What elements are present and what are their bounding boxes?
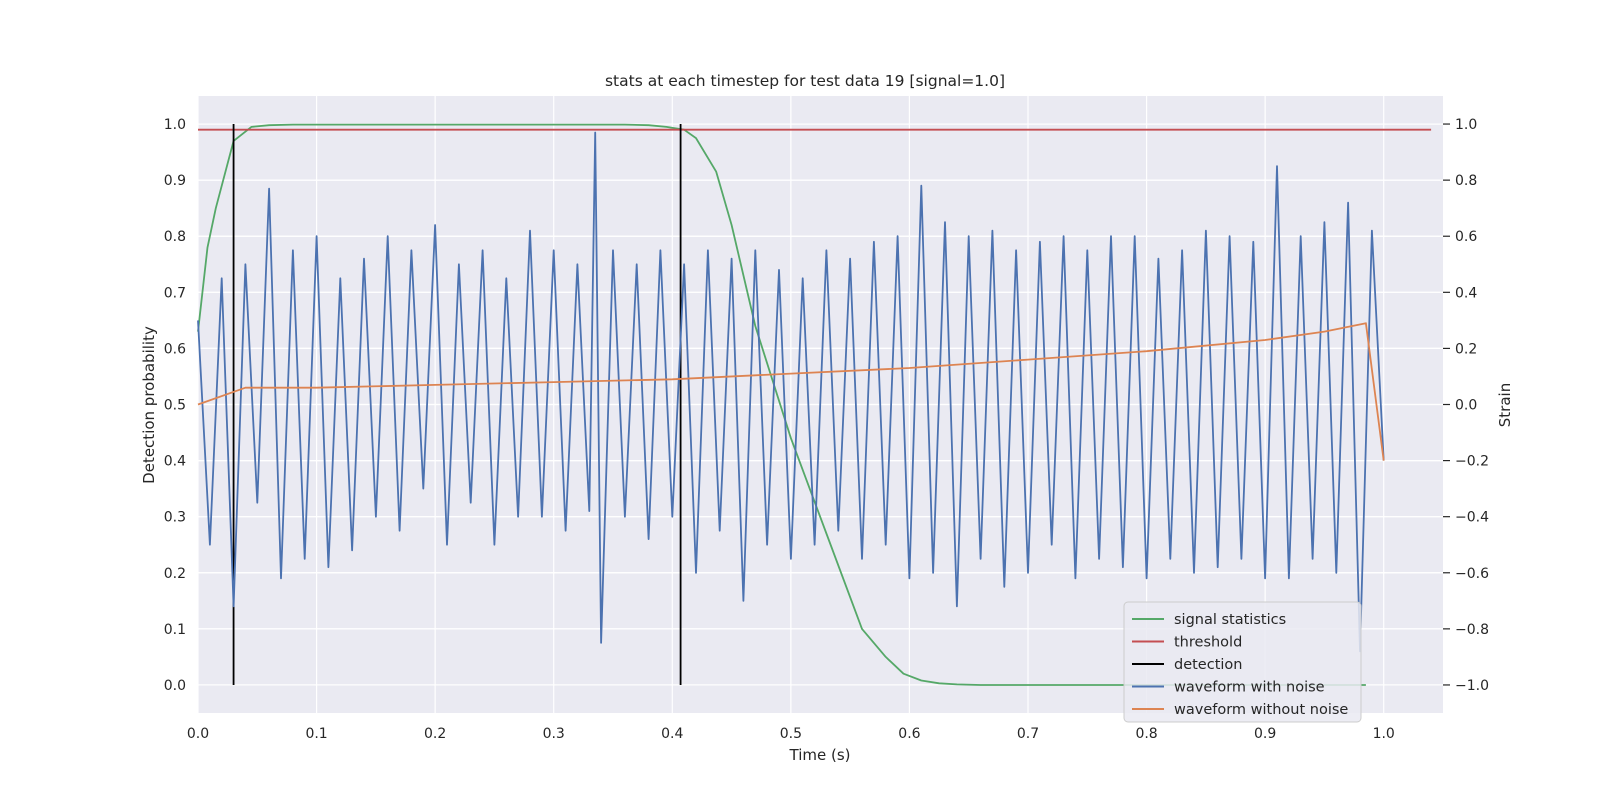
- y-tick-label: 0.9: [164, 173, 186, 189]
- y2-tick-label: 0.6: [1455, 229, 1477, 245]
- y2-tick-label: −0.2: [1455, 454, 1489, 470]
- chart-title: stats at each timestep for test data 19 …: [605, 72, 1005, 90]
- y-tick-label: 0.2: [164, 566, 186, 582]
- waveform-without-noise-line: [197, 322, 1385, 461]
- y2-tick-label: 0.8: [1455, 173, 1477, 189]
- waveform-with-noise-line: [197, 131, 1385, 653]
- y2-tick-label: −0.4: [1455, 510, 1489, 526]
- y2-tick-label: 1.0: [1455, 117, 1477, 133]
- legend-label: detection: [1174, 657, 1242, 673]
- x-tick-label: 0.4: [661, 726, 683, 742]
- y2-tick-label: −0.6: [1455, 566, 1489, 582]
- x-tick-label: 0.3: [543, 726, 565, 742]
- y-tick-label: 0.3: [164, 510, 186, 526]
- legend-label: signal statistics: [1174, 612, 1286, 628]
- x-tick-label: 0.2: [424, 726, 446, 742]
- y-tick-label: 0.4: [164, 454, 186, 470]
- y2-tick-label: −0.8: [1455, 622, 1489, 638]
- x-tick-label: 0.1: [305, 726, 327, 742]
- signal-statistics-line: [197, 123, 1366, 686]
- x-tick-label: 0.8: [1135, 726, 1157, 742]
- y-tick-label: 0.7: [164, 285, 186, 301]
- x-tick-label: 0.5: [780, 726, 802, 742]
- x-axis-label: Time (s): [789, 746, 851, 764]
- legend-label: waveform without noise: [1174, 702, 1348, 718]
- x-tick-label: 0.7: [1017, 726, 1039, 742]
- y-tick-label: 0.6: [164, 341, 186, 357]
- y-axis-right: −1.0 −0.8 −0.6 −0.4 −0.2 0.0 0.2 0.4 0.6 0.8 1.0: [1443, 117, 1489, 694]
- legend-label: waveform with noise: [1174, 680, 1325, 696]
- y-tick-label: 1.0: [164, 117, 186, 133]
- x-tick-label: 0.9: [1254, 726, 1276, 742]
- y-tick-label: 0.5: [164, 398, 186, 414]
- y-tick-label: 0.8: [164, 229, 186, 245]
- x-tick-label: 1.0: [1373, 726, 1395, 742]
- y2-tick-label: 0.4: [1455, 285, 1477, 301]
- y2-tick-label: −1.0: [1455, 678, 1489, 694]
- y2-tick-label: 0.0: [1455, 398, 1477, 414]
- series-layer: [197, 123, 1432, 686]
- y-axis-left: 0.0 0.1 0.2 0.3 0.4 0.5 0.6 0.7 0.8 0.9 1.0: [164, 117, 186, 694]
- legend: signal statistics threshold detection wavef…: [1123, 601, 1362, 723]
- y-axis-label: Detection probability: [140, 326, 158, 484]
- legend-label: threshold: [1174, 635, 1242, 651]
- x-tick-label: 0.0: [187, 726, 209, 742]
- y-tick-label: 0.1: [164, 622, 186, 638]
- y2-axis-label: Strain: [1496, 383, 1514, 427]
- y-tick-label: 0.0: [164, 678, 186, 694]
- y2-tick-label: 0.2: [1455, 341, 1477, 357]
- x-tick-label: 0.6: [898, 726, 920, 742]
- legend-box: [1123, 601, 1362, 723]
- x-axis: 0.0 0.1 0.2 0.3 0.4 0.5 0.6 0.7 0.8 0.9 1.0: [187, 726, 1395, 742]
